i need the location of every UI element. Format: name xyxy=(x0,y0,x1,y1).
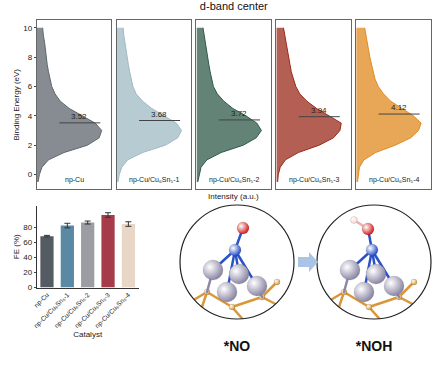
svg-text:3.68: 3.68 xyxy=(151,110,167,119)
svg-text:np-Cu/Cu₆Sn₅-3: np-Cu/Cu₆Sn₅-3 xyxy=(73,291,112,330)
svg-text:6: 6 xyxy=(28,82,33,91)
svg-text:Binding Energy (eV): Binding Energy (eV) xyxy=(12,69,21,141)
svg-text:np-Cu/Cu₆Sn₅-3: np-Cu/Cu₆Sn₅-3 xyxy=(289,176,339,184)
svg-text:np-Cu: np-Cu xyxy=(65,176,84,184)
svg-text:4.12: 4.12 xyxy=(391,103,407,112)
svg-text:Intensity (a.u.): Intensity (a.u.) xyxy=(208,192,259,201)
svg-text:20: 20 xyxy=(23,268,32,277)
svg-text:4: 4 xyxy=(28,112,33,121)
svg-text:Catalyst: Catalyst xyxy=(73,330,103,339)
svg-text:0: 0 xyxy=(28,170,33,179)
svg-text:8: 8 xyxy=(28,53,33,62)
svg-text:3.52: 3.52 xyxy=(71,112,87,121)
svg-text:60: 60 xyxy=(23,238,32,247)
svg-text:np-Cu/Cu₆Sn₅-2: np-Cu/Cu₆Sn₅-2 xyxy=(53,291,92,330)
svg-text:d-band center: d-band center xyxy=(200,0,268,12)
svg-text:np-Cu/Cu₆Sn₅-1: np-Cu/Cu₆Sn₅-1 xyxy=(129,176,179,184)
svg-text:*NO: *NO xyxy=(224,338,251,354)
svg-text:FE (%): FE (%) xyxy=(12,234,21,259)
svg-text:3.94: 3.94 xyxy=(311,106,327,115)
svg-text:np-Cu/Cu₆Sn₅-4: np-Cu/Cu₆Sn₅-4 xyxy=(93,291,132,330)
svg-text:3.72: 3.72 xyxy=(231,109,247,118)
svg-text:np-Cu: np-Cu xyxy=(33,291,51,309)
svg-text:80: 80 xyxy=(23,223,32,232)
svg-text:40: 40 xyxy=(23,253,32,262)
svg-text:*NOH: *NOH xyxy=(356,338,393,354)
svg-text:np-Cu/Cu₆Sn₅-4: np-Cu/Cu₆Sn₅-4 xyxy=(369,176,419,184)
svg-text:2: 2 xyxy=(28,141,33,150)
svg-text:np-Cu/Cu₆Sn₅-1: np-Cu/Cu₆Sn₅-1 xyxy=(32,291,71,330)
svg-text:10: 10 xyxy=(23,24,32,33)
svg-text:0: 0 xyxy=(28,283,33,292)
svg-text:np-Cu/Cu₆Sn₅-2: np-Cu/Cu₆Sn₅-2 xyxy=(209,176,259,184)
